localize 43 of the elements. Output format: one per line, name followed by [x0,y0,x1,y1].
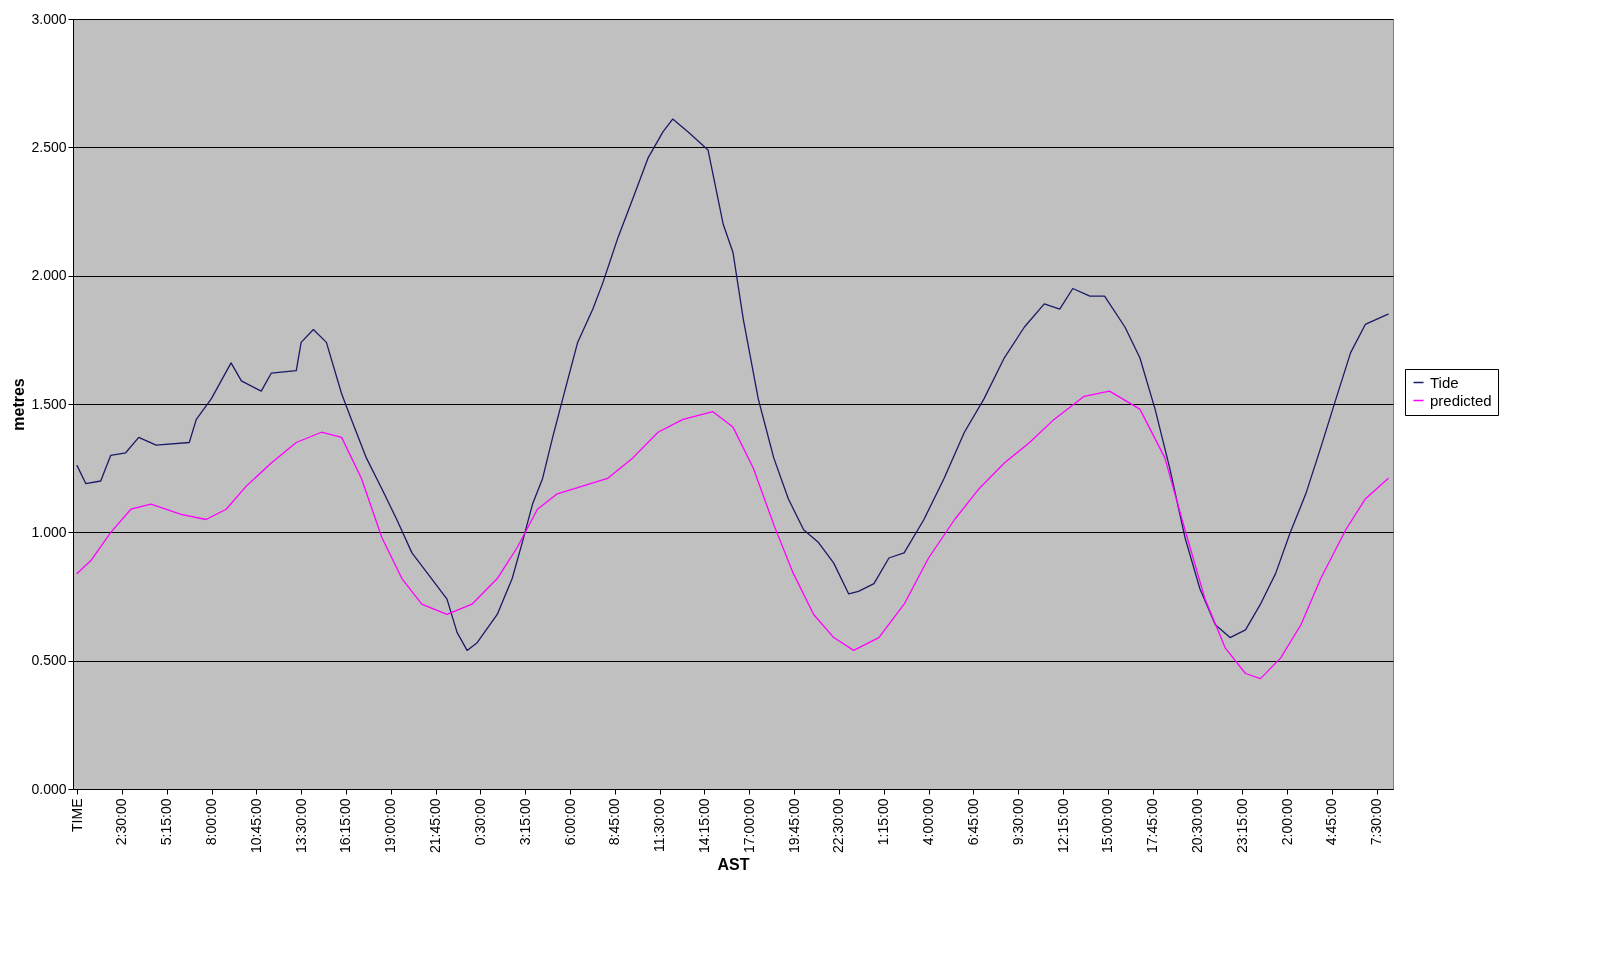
legend-label: Tide [1430,373,1459,391]
x-tick-label: 7:30:00 [1368,798,1385,846]
y-tick-label: 0.500 [31,652,67,669]
x-tick-label: 6:00:00 [561,798,578,846]
x-tick-label: 16:15:00 [337,798,354,853]
x-tick-label: 11:30:00 [651,798,668,852]
x-tick-label: 3:15:00 [516,798,533,846]
x-axis-title: AST [717,856,750,873]
y-axis-title: metres [10,378,28,431]
y-tick-label: 0.000 [31,780,67,797]
x-tick-label: 19:00:00 [382,798,399,853]
x-tick-label: 14:15:00 [695,798,712,853]
x-tick-label: 2:00:00 [1278,798,1295,846]
x-tick-label: 19:45:00 [785,798,802,853]
x-tick-label: 2:30:00 [113,798,130,846]
x-tick-label: 22:30:00 [830,798,847,853]
x-tick-label: 17:00:00 [740,798,757,853]
y-tick-label: 3.000 [31,10,67,27]
y-tick-label: 1.500 [31,395,67,412]
x-tick-label: 17:45:00 [1144,798,1161,853]
x-tick-label: 4:00:00 [920,798,937,846]
x-tick-label: 9:30:00 [1009,798,1026,846]
x-tick-label: 8:00:00 [203,798,220,846]
x-tick-label: 10:45:00 [247,798,264,853]
x-tick-label: TIME [68,798,85,832]
line-series [76,118,1389,652]
x-tick-label: 21:45:00 [427,798,444,853]
line-series [76,390,1389,680]
x-tick-label: 13:30:00 [292,798,309,853]
x-tick-label: 5:15:00 [158,798,175,846]
x-tick-label: 1:15:00 [875,798,892,846]
x-tick-label: 8:45:00 [606,798,623,846]
y-tick-label: 1.000 [31,523,67,540]
x-tick-label: 6:45:00 [964,798,981,846]
x-tick-label: 20:30:00 [1188,798,1205,853]
legend-label: predicted [1430,391,1492,409]
x-tick-label: 0:30:00 [471,798,488,846]
x-tick-label: 12:15:00 [1054,798,1071,853]
x-tick-label: 15:00:00 [1099,798,1116,853]
x-tick-label: 4:45:00 [1323,798,1340,846]
y-tick-label: 2.000 [31,267,67,284]
y-tick-label: 2.500 [31,138,67,155]
x-tick-label: 23:15:00 [1233,798,1250,853]
